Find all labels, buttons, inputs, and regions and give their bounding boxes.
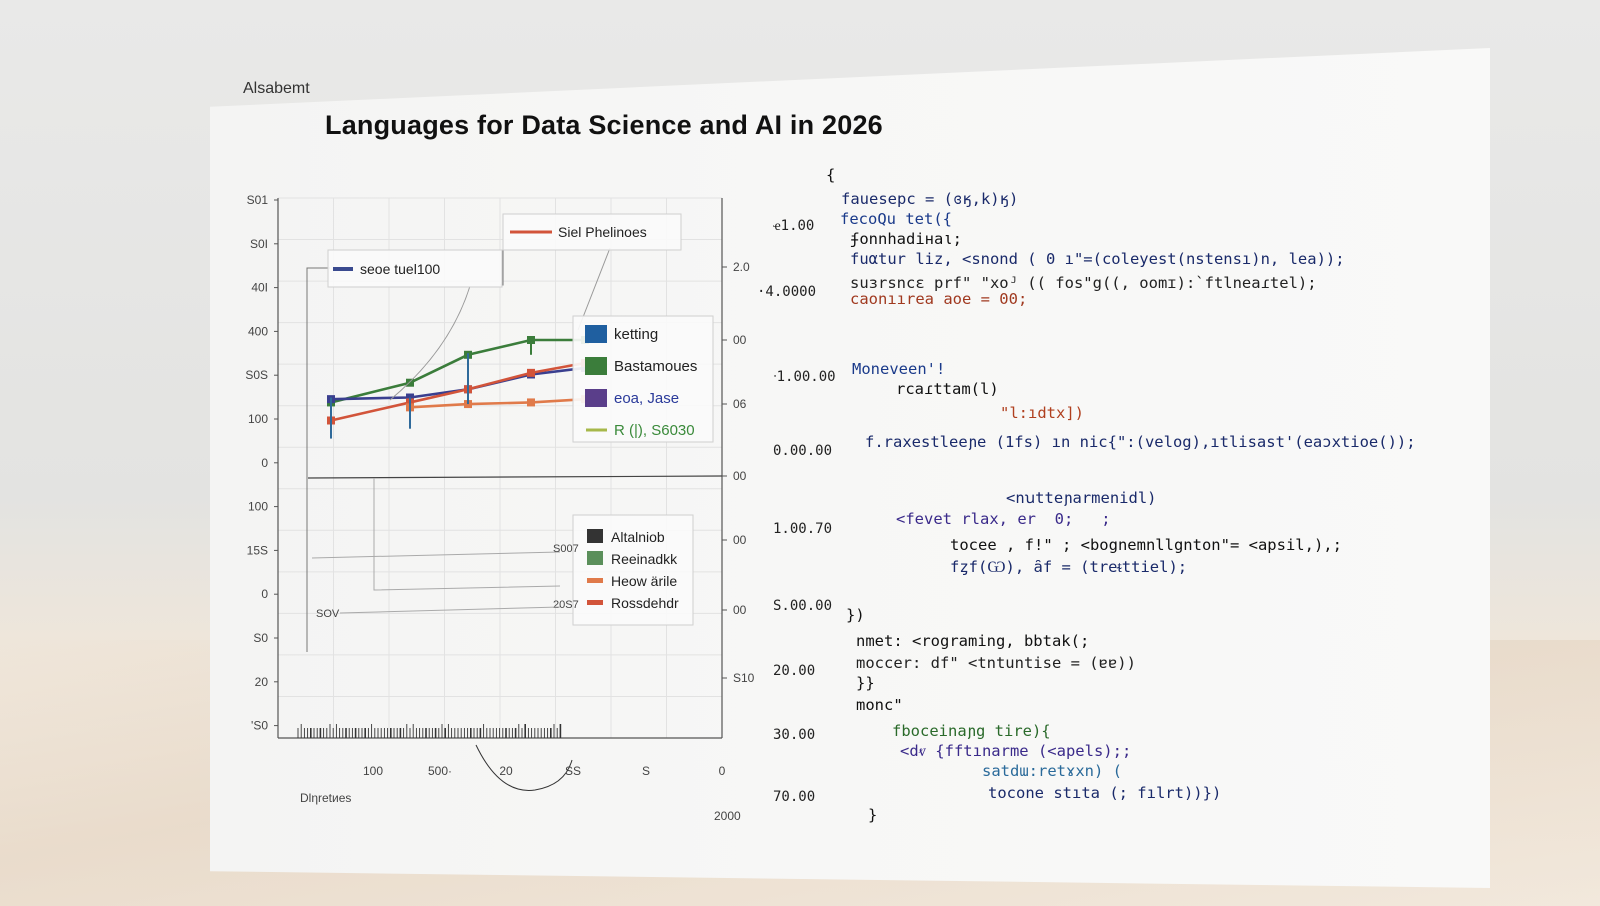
legend-swatch xyxy=(587,578,603,583)
y-tick-label-left: Ѕ0 xyxy=(253,631,268,645)
code-panel: ҽ1.00 ·4.0000 ᐧ1.00.00 0.00.00 1.00.70 Ѕ.00.0… xyxy=(757,160,1440,840)
inline-label: ЅOV xyxy=(316,608,340,620)
code-line: "l:ıdtx]) xyxy=(1000,404,1084,422)
y-tick-label-left: 0 xyxy=(261,587,268,601)
y-tick-label-left: 100 xyxy=(248,412,268,426)
code-line: }) xyxy=(846,606,865,624)
y-tick-label-left: Ѕ0Ӏ xyxy=(250,237,268,251)
y-tick-label-left: 'Ѕ0 xyxy=(251,719,268,733)
code-line: caonıırea aoe = 00; xyxy=(850,290,1028,308)
code-gutter-number: ᐧ1.00.00 xyxy=(773,369,836,385)
zero-baseline xyxy=(307,475,723,479)
legend-swatch xyxy=(585,389,607,407)
y-tick-label-left: 0 xyxy=(261,456,268,470)
legend-label: Heow ärile xyxy=(611,573,677,589)
y-tick-label-right: Ѕ10 xyxy=(733,671,755,685)
x-tick-label: 0 xyxy=(719,764,726,778)
legend-label: eoa, Jase xyxy=(614,390,679,407)
paper-sheet xyxy=(210,48,1490,888)
code-gutter-number: 70.00 xyxy=(773,789,816,805)
data-point xyxy=(527,398,535,407)
x-tick-label: 500· xyxy=(428,764,452,778)
leader-line xyxy=(373,478,561,591)
rug-bracket xyxy=(475,744,573,791)
y-tick-label-right: 06 xyxy=(733,397,747,411)
code-line: fecoQu tet({ xyxy=(840,210,952,228)
code-gutter-number: 30.00 xyxy=(773,727,816,743)
code-line: suɜrsncɛ prf" "xoᴶ (( foѕ"g((, oomɪ):`ft… xyxy=(850,274,1317,292)
code-line: } xyxy=(868,806,878,824)
y-tick-label-left: 20 xyxy=(255,675,269,689)
legend-swatch xyxy=(585,325,607,343)
y-tick-label-right: 2.0 xyxy=(733,260,750,274)
inline-label: 20Ѕ7 xyxy=(553,599,579,611)
code-line: fboceinaɲg tire){ xyxy=(892,722,1051,740)
code-line: <nꭒtteɲarmenidl) xyxy=(1006,489,1157,507)
x-tick-label: Ѕ xyxy=(642,764,650,778)
code-line: faueseрс = (ɞӄ,k)ӄ) xyxy=(841,190,1019,208)
y-tick-label-right: 00 xyxy=(733,603,747,617)
leader-line xyxy=(306,267,330,652)
series-line xyxy=(409,397,586,409)
legend-label: seoe tuel100 xyxy=(360,261,440,277)
legend-label: ketting xyxy=(614,326,658,343)
series-line xyxy=(330,366,586,401)
code-line: monc" xyxy=(856,696,903,714)
data-point xyxy=(406,378,414,387)
legend-swatch xyxy=(587,600,603,605)
legend-swatch xyxy=(587,529,603,543)
code-line: f.raxestleeɲe (1fs) ın nic{":(velog),ıtl… xyxy=(865,433,1416,451)
x-corner-label: 2000 xyxy=(714,809,741,823)
code-line: { xyxy=(826,166,836,184)
y-tick-label-right: 00 xyxy=(733,533,747,547)
code-line: tocee , f!" ; <bognemnllgnton"= <apsil,)… xyxy=(950,536,1342,554)
code-line: <fevet rlax, er 0; ; xyxy=(896,510,1111,528)
y-tick-label-left: 40Ӏ xyxy=(251,281,268,295)
x-tick-label: 20 xyxy=(499,764,513,778)
legend-swatch xyxy=(585,357,607,375)
code-line: fuαtur liz, <snond ( 0 ı"=(coleyest(nste… xyxy=(850,250,1345,268)
legend-label: Siel Phelinoes xyxy=(558,224,647,240)
code-line: tocone stıta (; fılrt))}) xyxy=(988,784,1222,802)
code-gutter-number: Ѕ.00.00 xyxy=(773,598,833,614)
y-tick-label-left: 15Ѕ xyxy=(247,543,268,557)
code-gutter-number: ҽ1.00 xyxy=(773,218,815,234)
legend-label: Bastamoues xyxy=(614,358,697,375)
leader-line xyxy=(389,285,471,401)
code-gutter-number: 0.00.00 xyxy=(773,443,833,459)
code-line: satdɯ:retɤxn) ( xyxy=(982,762,1122,780)
legend-box xyxy=(327,249,503,288)
chart-title: Languages for Data Science and AI in 202… xyxy=(325,110,883,140)
code-line: <dⱴ {fftınarme (<apels);; xyxy=(900,742,1132,760)
y-tick-label-left: Ѕ01 xyxy=(247,193,269,207)
legend-label: Reeinadkk xyxy=(611,551,678,567)
leader-line xyxy=(339,606,561,614)
code-gutter-number: 1.00.70 xyxy=(773,521,833,537)
header-tag: Alsabemt xyxy=(243,80,310,97)
legend-swatch xyxy=(587,551,603,565)
y-tick-label-left: 100 xyxy=(248,500,268,514)
legend-label: R (|), S6030 xyxy=(614,422,695,439)
code-line: }} xyxy=(856,674,875,692)
legend-label: Rossdehdr xyxy=(611,595,679,611)
y-tick-label-left: 400 xyxy=(248,324,268,338)
code-gutter-number: 20.00 xyxy=(773,663,816,679)
leader-line xyxy=(311,551,561,559)
legend-label: Altalniob xyxy=(611,529,665,545)
code-line: Moneveen'! xyxy=(852,360,946,378)
code-line: fȥf(Ѡ), ȃf = (treᵵttiel); xyxy=(950,558,1188,576)
x-tick-label: 100 xyxy=(363,764,383,778)
code-line: nmet: <rograming, bbtak(; xyxy=(856,632,1090,650)
data-point xyxy=(527,368,535,377)
inline-label: Ѕ007 xyxy=(553,543,579,555)
x-axis-label: Dlηretиes xyxy=(300,791,351,805)
y-tick-label-right: 00 xyxy=(733,469,747,483)
code-line: ʄonnhadiнaι; xyxy=(850,230,962,248)
code-line: moccer: df" <tntuntise = (ɐɐ)) xyxy=(856,654,1136,672)
y-tick-label-left: Ѕ0Ѕ xyxy=(245,368,268,382)
y-tick-label-right: 00 xyxy=(733,333,747,347)
code-gutter-number: ·4.0000 xyxy=(757,284,817,300)
code-line: rcaɾttam(l) xyxy=(896,380,999,398)
